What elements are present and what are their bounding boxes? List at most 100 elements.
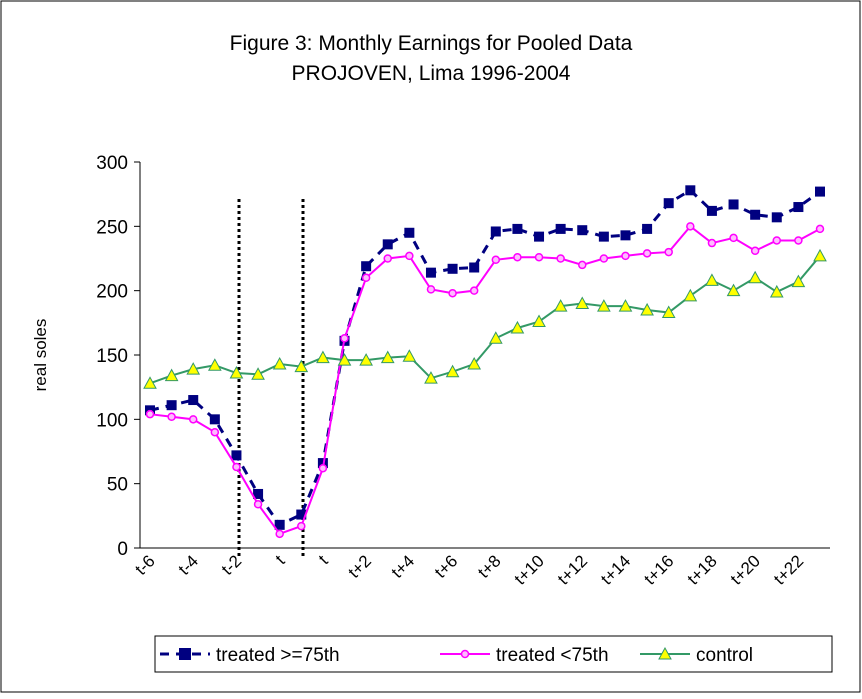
legend-marker [179,648,191,660]
marker [424,371,438,384]
marker [815,186,825,197]
marker [772,236,782,245]
marker [467,356,482,370]
marker [750,209,761,220]
marker [337,353,352,366]
marker [642,249,652,258]
marker [382,239,393,250]
marker [748,270,763,284]
marker [532,314,546,328]
marker [274,519,285,530]
marker [556,254,565,263]
marker [599,254,609,263]
marker [340,334,349,343]
marker [164,368,179,382]
marker [166,400,177,411]
y-tick-label: 300 [96,153,128,174]
marker [769,284,784,298]
y-tick-label: 0 [117,539,128,560]
chart-subtitle: PROJOVEN, Lima 1996-2004 [292,62,571,85]
marker [318,463,328,473]
marker [598,231,609,242]
marker [683,288,698,302]
marker [510,320,525,334]
marker [793,202,804,213]
legend-label: treated >=75th [216,645,340,666]
marker [405,251,414,261]
marker [469,262,480,273]
marker [380,350,395,364]
marker [729,233,738,243]
marker [642,223,653,234]
marker [577,225,588,236]
marker [210,427,220,437]
marker [404,227,415,238]
marker [447,263,458,274]
y-axis-label: real soles [31,319,50,392]
marker [361,261,372,272]
marker [426,285,436,294]
marker [251,367,265,380]
marker [229,365,244,379]
marker [488,331,503,344]
marker [253,488,264,499]
legend-label: treated <75th [496,645,609,666]
marker [359,353,373,366]
marker [296,509,307,520]
marker [664,247,673,257]
y-tick-label: 250 [96,217,128,238]
marker [231,450,242,461]
marker [794,236,803,245]
marker [425,267,436,278]
marker [448,288,457,298]
y-tick-label: 100 [96,410,128,431]
marker [534,252,544,262]
marker [750,246,760,256]
marker [575,296,590,310]
marker [706,205,717,216]
marker [597,299,611,312]
series-line [149,224,821,536]
legend-marker [658,646,672,660]
legend-box [154,635,833,673]
marker [815,224,825,234]
marker [640,302,654,316]
y-tick-label: 50 [107,475,128,496]
marker [663,198,674,209]
marker [272,356,287,370]
legend-label: control [696,645,753,666]
marker [661,305,676,319]
marker [621,251,630,261]
y-tick-label: 150 [96,346,128,367]
marker [553,299,568,312]
marker [188,395,199,406]
marker [771,212,782,223]
chart-title: Figure 3: Monthly Earnings for Pooled Da… [230,32,633,55]
marker [294,359,309,373]
marker [383,254,392,263]
marker [491,255,501,265]
marker [512,223,523,234]
marker [578,260,587,270]
marker [297,521,306,531]
marker [728,199,739,210]
marker [167,412,176,422]
marker [534,231,545,242]
marker [207,358,222,371]
marker [209,414,220,425]
marker [232,462,241,472]
marker [620,230,631,241]
legend-marker [460,649,470,659]
marker [813,248,827,262]
marker [685,185,696,196]
marker [253,500,263,509]
marker [726,283,741,297]
marker [316,350,330,364]
y-tick-label: 200 [96,282,128,303]
marker [513,252,522,262]
marker [188,415,198,424]
marker [445,364,460,378]
